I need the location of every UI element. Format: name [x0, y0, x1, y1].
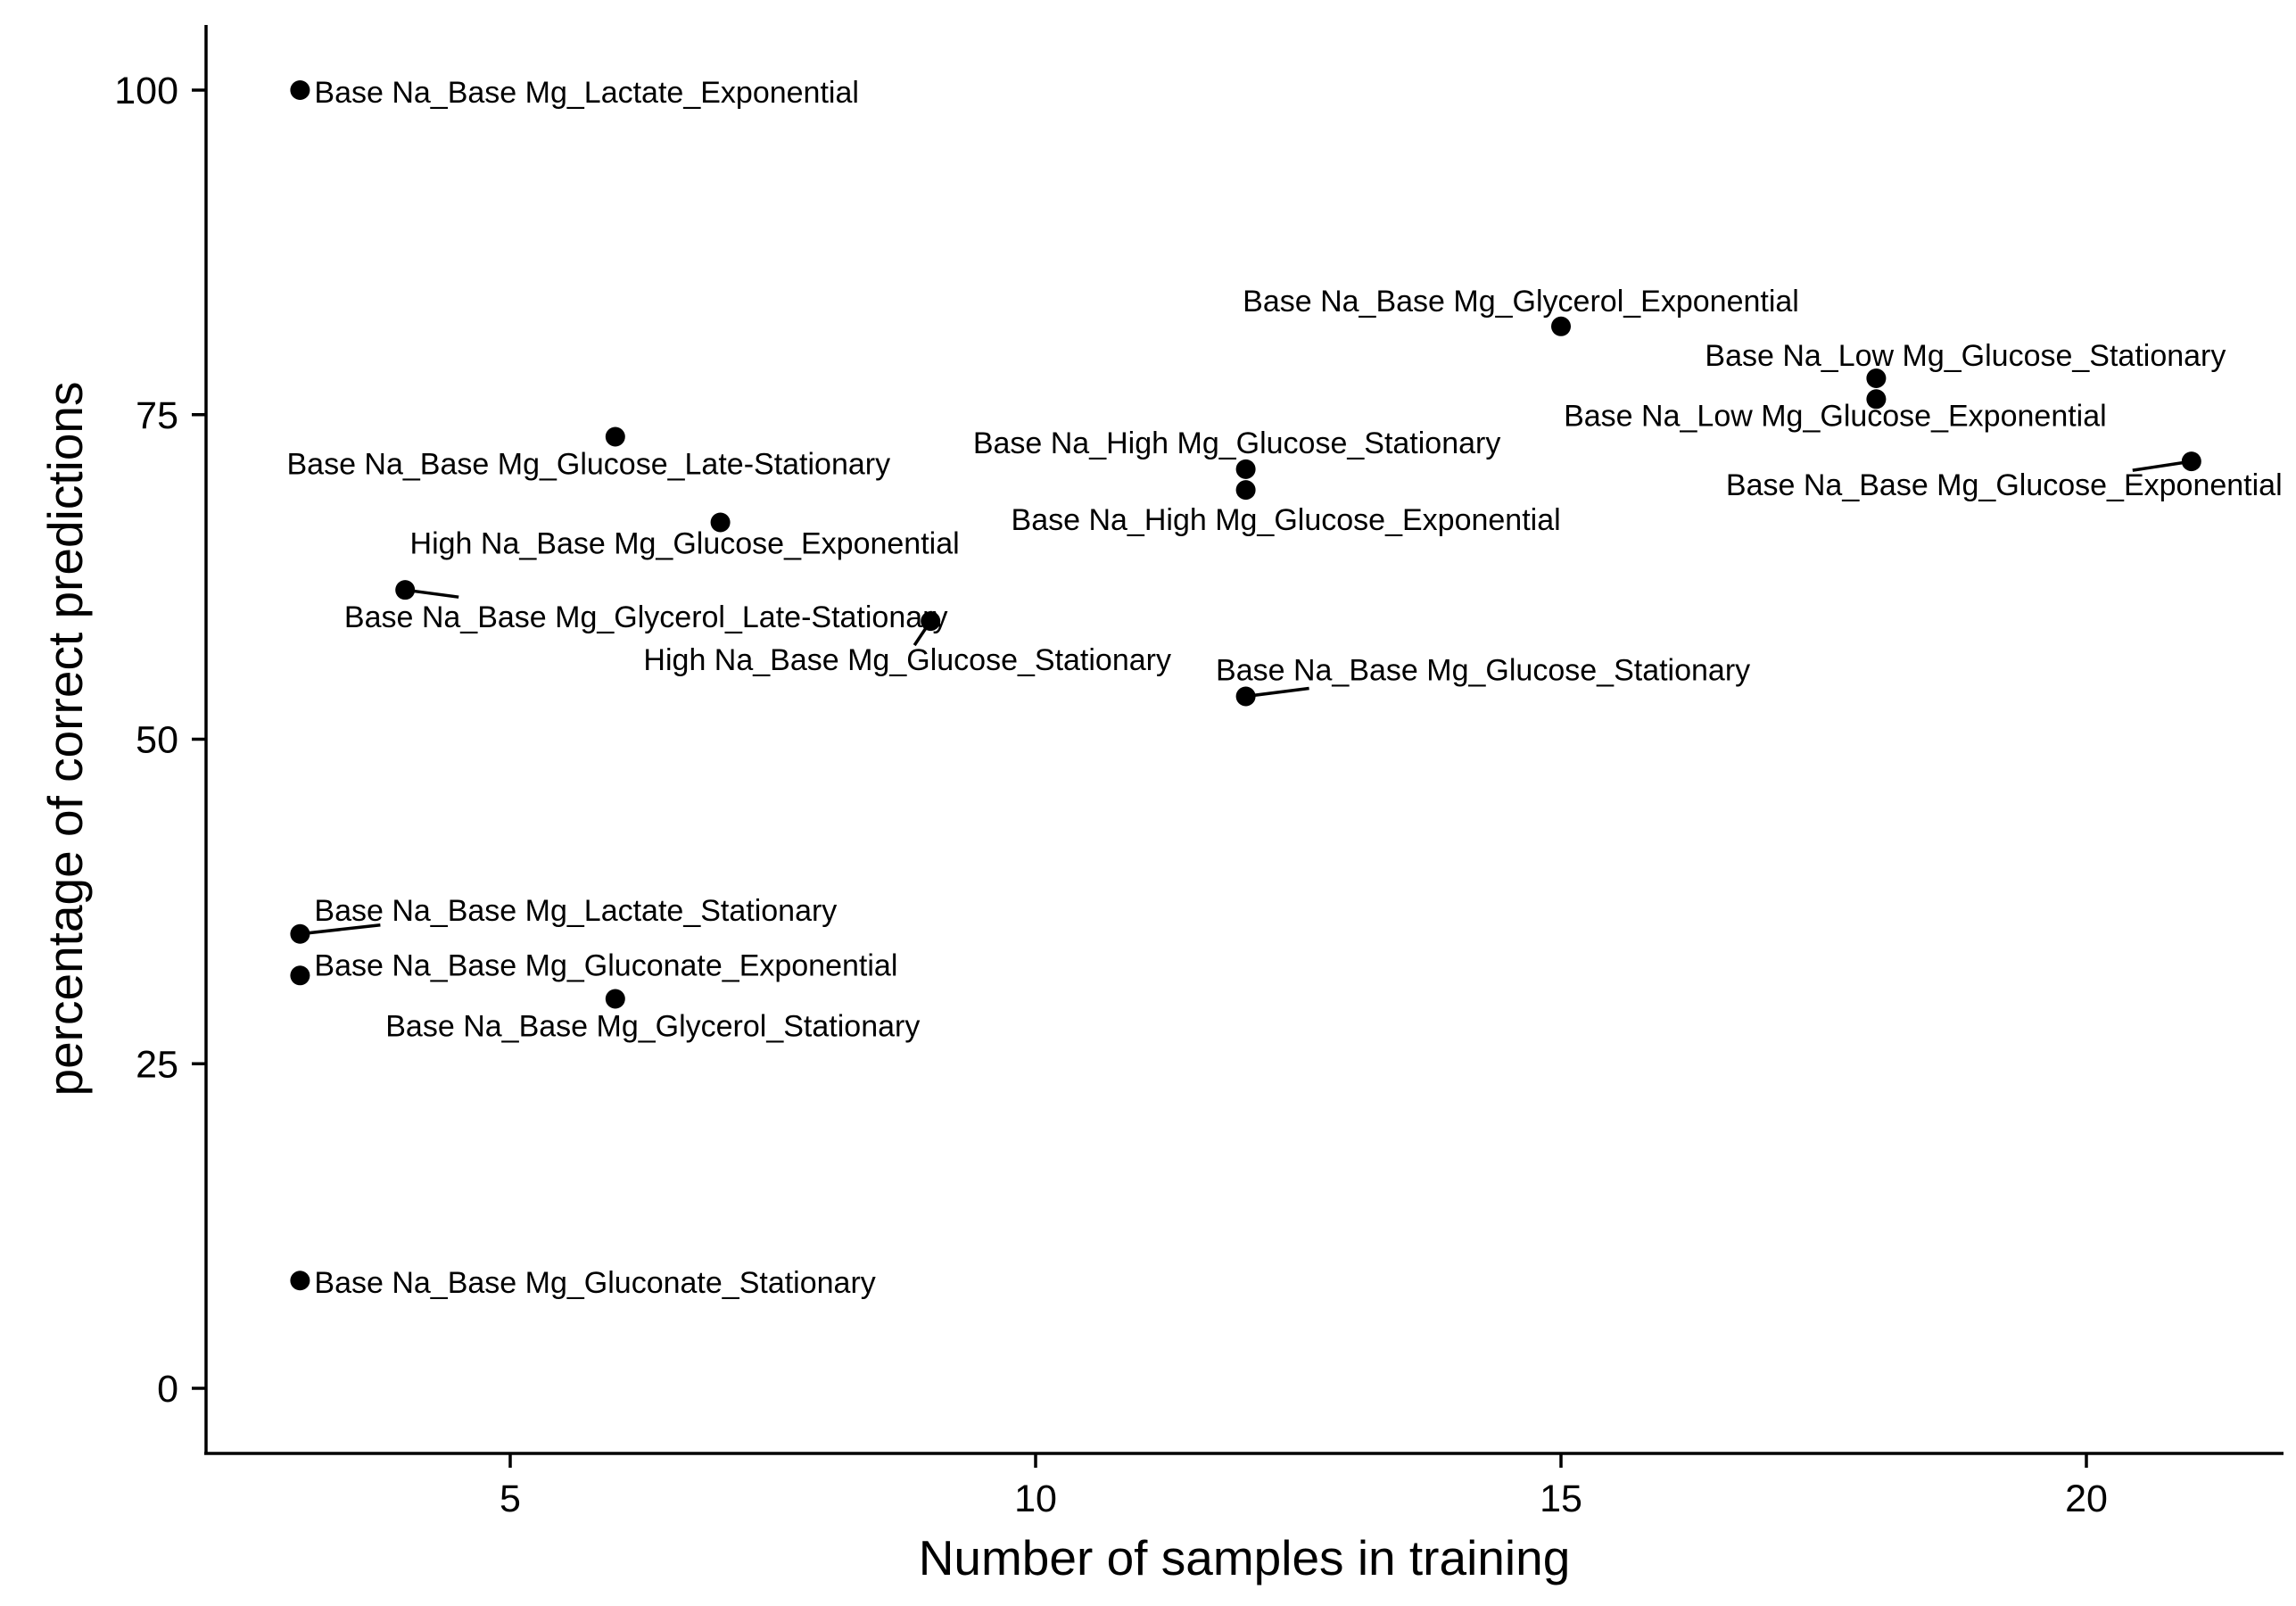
- point-label: Base Na_Base Mg_Glycerol_Exponential: [1243, 285, 1799, 319]
- point-label: Base Na_Base Mg_Glycerol_Late-Stationary: [344, 600, 948, 634]
- label-leader-line: [2132, 459, 2193, 472]
- point-label: Base Na_Base Mg_Gluconate_Exponential: [314, 948, 897, 982]
- y-tick-label: 0: [157, 1368, 178, 1411]
- data-point: [1551, 316, 1571, 336]
- data-point: [290, 923, 310, 944]
- label-leader-line: [300, 923, 381, 936]
- point-labels: Base Na_Base Mg_Lactate_Exponential Base …: [286, 76, 2282, 1300]
- data-point: [1866, 389, 1887, 410]
- x-tick-label: 15: [1540, 1478, 1582, 1520]
- data-point: [605, 426, 625, 447]
- point-label: High Na_Base Mg_Glucose_Exponential: [410, 527, 960, 561]
- data-point: [290, 80, 310, 100]
- point-label: Base Na_Base Mg_Glucose_Exponential: [1726, 468, 2283, 502]
- x-tick-label: 10: [1014, 1478, 1057, 1520]
- point-label: Base Na_Low Mg_Glucose_Exponential: [1564, 399, 2107, 433]
- point-label: Base Na_Base Mg_Gluconate_Stationary: [314, 1266, 875, 1300]
- data-points: [290, 80, 2201, 1291]
- point-label: Base Na_Base Mg_Glucose_Stationary: [1216, 653, 1750, 687]
- point-label: High Na_Base Mg_Glucose_Stationary: [643, 643, 1171, 677]
- data-point: [1235, 686, 1256, 707]
- data-point: [921, 611, 941, 632]
- data-point: [2181, 451, 2201, 472]
- point-label: Base Na_Low Mg_Glucose_Stationary: [1705, 339, 2226, 373]
- data-point: [710, 512, 731, 533]
- y-axis-title: percentage of correct predictions: [37, 382, 93, 1097]
- axis-ticks: 5 10 15 20 0 25 50 75 100: [114, 70, 2108, 1520]
- data-point: [1235, 480, 1256, 501]
- point-label: Base Na_Base Mg_Lactate_Stationary: [314, 894, 837, 928]
- data-point: [395, 580, 416, 600]
- point-label: Base Na_Base Mg_Glucose_Late-Stationary: [286, 447, 890, 481]
- x-tick-label: 5: [500, 1478, 521, 1520]
- data-point: [1866, 368, 1887, 389]
- x-tick-label: 20: [2065, 1478, 2108, 1520]
- label-leader-line: [1245, 686, 1309, 699]
- data-point: [290, 965, 310, 986]
- point-label: Base Na_High Mg_Glucose_Stationary: [973, 426, 1501, 460]
- y-tick-label: 75: [136, 394, 178, 437]
- data-point: [605, 989, 625, 1009]
- x-axis-title: Number of samples in training: [919, 1530, 1571, 1585]
- y-tick-label: 25: [136, 1043, 178, 1086]
- data-point: [1235, 459, 1256, 479]
- point-label: Base Na_High Mg_Glucose_Exponential: [1012, 503, 1561, 537]
- y-tick-label: 50: [136, 719, 178, 762]
- point-label: Base Na_Base Mg_Lactate_Exponential: [314, 76, 859, 110]
- data-point: [290, 1271, 310, 1291]
- point-label: Base Na_Base Mg_Glycerol_Stationary: [385, 1010, 920, 1044]
- y-tick-label: 100: [114, 70, 178, 112]
